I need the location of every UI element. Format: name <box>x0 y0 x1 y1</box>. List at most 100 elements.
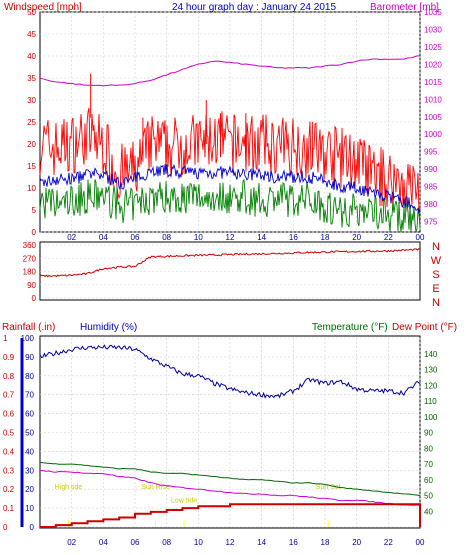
hour-tick-label: 14 <box>257 538 266 547</box>
humidity-tick-label: 40 <box>25 447 34 456</box>
rainfall-tick-label: 0.4 <box>3 447 15 456</box>
temperature-tick-label: 60 <box>424 476 433 485</box>
compass-label: E <box>432 283 439 295</box>
barometer-tick-label: 1005 <box>424 113 442 122</box>
rainfall-tick-label: 0.3 <box>3 466 15 475</box>
compass-label: N <box>432 241 440 253</box>
windspeed-tick-label: 15 <box>27 162 36 171</box>
hour-tick-label: 22 <box>384 233 393 242</box>
annotation-label: Sun Set <box>316 484 341 491</box>
compass-label: W <box>431 255 442 267</box>
temperature-tick-label: 80 <box>424 444 433 453</box>
windspeed-axis-title: Windspeed [mph] <box>4 2 82 13</box>
hour-tick-label: 06 <box>131 538 140 547</box>
barometer-tick-label: 1020 <box>424 60 442 69</box>
hour-tick-label: 10 <box>194 233 203 242</box>
rainfall-tick-label: 0.6 <box>3 410 15 419</box>
annotation-label: Low tide <box>171 497 197 504</box>
direction-tick-label: 270 <box>23 254 37 263</box>
windspeed-tick-label: 35 <box>27 74 36 83</box>
humidity-tick-label: 70 <box>25 391 34 400</box>
rainfall-tick-label: 1 <box>3 334 8 343</box>
barometer-tick-label: 1000 <box>424 130 442 139</box>
rainfall-tick-label: 0 <box>3 523 8 532</box>
hour-tick-label: 12 <box>226 233 235 242</box>
hour-tick-label: 14 <box>257 233 266 242</box>
barometer-tick-label: 1025 <box>424 43 442 52</box>
rainfall-tick-label: 0.2 <box>3 485 15 494</box>
windspeed-tick-label: 45 <box>27 30 36 39</box>
barometer-axis-title: Barometer [mb] <box>370 2 439 13</box>
barometer-tick-label: 980 <box>424 200 438 209</box>
wind-panel-ticks: 0510152025303540455097598098599099510001… <box>27 8 442 242</box>
windspeed-tick-label: 5 <box>32 206 37 215</box>
wind-low-line <box>39 178 421 233</box>
climate-series: Sun Rise Sun Set Low tide High tide <box>39 344 421 528</box>
chart-title: 24 hour graph day : January 24 2015 <box>172 2 336 13</box>
barometer-tick-label: 985 <box>424 183 438 192</box>
barometer-tick-label: 1030 <box>424 25 442 34</box>
humidity-tick-label: 90 <box>25 353 34 362</box>
dewpoint-axis-title: Dew Point (°F) <box>392 322 457 333</box>
windspeed-tick-label: 40 <box>27 52 36 61</box>
rainfall-tick-label: 0.5 <box>3 429 15 438</box>
barometer-tick-label: 1035 <box>424 8 442 17</box>
windspeed-tick-label: 0 <box>32 228 37 237</box>
humidity-axis-title: Humidity (%) <box>80 322 137 333</box>
barometer-tick-label: 990 <box>424 165 438 174</box>
rainfall-tick-label: 0.7 <box>3 391 15 400</box>
humidity-line <box>39 344 421 399</box>
hour-tick-label: 04 <box>99 538 108 547</box>
hour-tick-label: 18 <box>321 233 330 242</box>
barometer-line <box>39 55 421 87</box>
hour-tick-label: 20 <box>352 233 361 242</box>
direction-tick-label: 0 <box>32 294 37 303</box>
annotation-label: High tide <box>55 484 83 491</box>
hour-tick-label: 02 <box>67 233 76 242</box>
barometer-tick-label: 975 <box>424 218 438 227</box>
humidity-tick-label: 100 <box>21 334 35 343</box>
temperature-tick-label: 100 <box>424 413 438 422</box>
rainfall-tick-label: 0.1 <box>3 504 15 513</box>
hour-tick-label: 12 <box>226 538 235 547</box>
hour-tick-label: 00 <box>416 233 425 242</box>
windspeed-tick-label: 20 <box>27 140 36 149</box>
rainfall-axis-title: Rainfall (.in) <box>2 322 55 333</box>
humidity-tick-label: 20 <box>25 485 34 494</box>
direction-tick-label: 180 <box>23 268 37 277</box>
hour-tick-label: 18 <box>321 538 330 547</box>
wind-series <box>39 55 421 233</box>
direction-tick-label: 360 <box>23 241 37 250</box>
windspeed-tick-label: 10 <box>27 184 36 193</box>
windspeed-tick-label: 30 <box>27 96 36 105</box>
temperature-tick-label: 40 <box>424 507 433 516</box>
temperature-tick-label: 70 <box>424 460 433 469</box>
humidity-tick-label: 80 <box>25 372 34 381</box>
barometer-tick-label: 1015 <box>424 78 442 87</box>
climate-panel-ticks: 010203040506070809010000.10.20.30.40.50.… <box>3 334 438 547</box>
windspeed-tick-label: 50 <box>27 8 36 17</box>
hour-tick-label: 04 <box>99 233 108 242</box>
barometer-tick-label: 995 <box>424 148 438 157</box>
hour-tick-label: 00 <box>416 538 425 547</box>
wind-average-line <box>39 163 421 214</box>
temperature-line <box>39 461 421 497</box>
hour-tick-label: 16 <box>289 233 298 242</box>
wind-gust-line <box>39 107 421 215</box>
direction-series <box>39 248 421 278</box>
temperature-tick-label: 90 <box>424 429 433 438</box>
hour-tick-label: 08 <box>162 538 171 547</box>
rainfall-line <box>40 503 421 528</box>
temperature-tick-label: 120 <box>424 381 438 390</box>
windspeed-tick-label: 25 <box>27 118 36 127</box>
hour-tick-label: 16 <box>289 538 298 547</box>
hour-tick-label: 20 <box>352 538 361 547</box>
hour-tick-label: 10 <box>194 538 203 547</box>
rainfall-tick-label: 0.9 <box>3 353 15 362</box>
temperature-tick-label: 130 <box>424 366 438 375</box>
dewpoint-line <box>39 469 420 506</box>
hour-tick-label: 06 <box>131 233 140 242</box>
humidity-tick-label: 60 <box>25 410 34 419</box>
barometer-tick-label: 1010 <box>424 95 442 104</box>
temperature-tick-label: 50 <box>424 492 433 501</box>
